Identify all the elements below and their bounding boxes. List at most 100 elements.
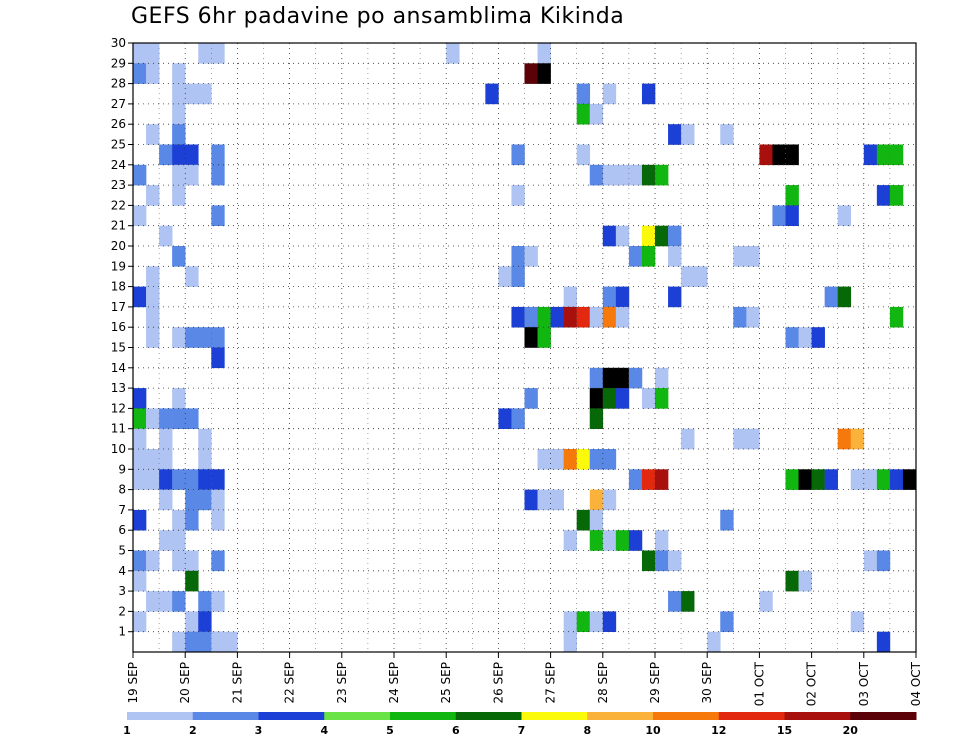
heatmap-cell xyxy=(185,570,199,592)
legend-swatch xyxy=(521,712,588,720)
y-tick-label: 1 xyxy=(118,625,126,639)
x-axis-ticks: 19 SEP 20 SEP 21 SEP 22 SEP 23 SEP 24 SEP 25 S… xyxy=(126,652,923,706)
heatmap-cells xyxy=(133,43,917,653)
y-tick-label: 15 xyxy=(111,341,126,355)
y-tick-label: 11 xyxy=(111,422,126,436)
heatmap-cell xyxy=(681,124,695,145)
legend-swatch xyxy=(653,712,720,720)
y-tick-label: 14 xyxy=(111,361,126,375)
heatmap-cell xyxy=(837,205,852,226)
heatmap-cell xyxy=(628,164,643,186)
heatmap-cell xyxy=(615,164,630,186)
heatmap-cell xyxy=(589,489,604,511)
heatmap-cell xyxy=(589,509,604,531)
heatmap-cell xyxy=(185,408,199,429)
y-tick-label: 6 xyxy=(118,523,126,537)
heatmap-cell xyxy=(772,205,786,226)
heatmap-cell xyxy=(511,185,525,206)
heatmap-cell xyxy=(185,611,199,632)
x-tick-label: 30 SEP xyxy=(700,662,714,704)
heatmap-cell xyxy=(172,631,186,653)
heatmap-cell xyxy=(602,611,617,632)
heatmap-cell xyxy=(641,550,656,572)
heatmap-cell xyxy=(576,103,591,125)
heatmap-cell xyxy=(133,509,147,531)
heatmap-cell xyxy=(159,530,173,551)
heatmap-cell xyxy=(159,144,173,166)
heatmap-cell xyxy=(668,225,682,247)
y-tick-label: 25 xyxy=(111,138,126,152)
heatmap-cell xyxy=(172,103,186,125)
heatmap-cell xyxy=(589,306,604,328)
y-tick-label: 22 xyxy=(111,198,126,212)
heatmap-cell xyxy=(146,327,160,348)
heatmap-cell xyxy=(733,246,747,267)
heatmap-cell xyxy=(655,550,669,572)
heatmap-cell xyxy=(185,550,199,572)
heatmap-cell xyxy=(172,550,186,572)
heatmap-cell xyxy=(798,327,812,348)
heatmap-cell xyxy=(211,489,225,511)
y-tick-label: 17 xyxy=(111,300,126,314)
heatmap-cell xyxy=(902,469,917,490)
heatmap-cell xyxy=(198,591,212,612)
legend-swatch xyxy=(127,712,194,720)
heatmap-cell xyxy=(759,144,773,166)
heatmap-cell xyxy=(563,530,577,551)
heatmap-cell xyxy=(589,367,604,389)
heatmap-cell xyxy=(602,306,617,328)
heatmap-cell xyxy=(211,205,225,226)
y-tick-label: 18 xyxy=(111,280,126,294)
heatmap-cell xyxy=(850,428,865,450)
heatmap-cell xyxy=(641,225,656,247)
y-tick-label: 26 xyxy=(111,117,126,131)
heatmap-cell xyxy=(198,489,212,511)
y-tick-label: 5 xyxy=(118,544,126,558)
heatmap-cell xyxy=(563,611,577,632)
x-tick-label: 29 SEP xyxy=(648,662,662,704)
heatmap-cell xyxy=(172,408,186,429)
heatmap-cell xyxy=(524,388,538,409)
heatmap-cell xyxy=(837,286,852,308)
heatmap-cell xyxy=(485,83,499,105)
heatmap-cell xyxy=(876,469,891,490)
heatmap-cell xyxy=(889,185,904,206)
heatmap-cell xyxy=(198,611,212,632)
heatmap-cell xyxy=(159,489,173,511)
legend-level-label: 8 xyxy=(583,724,591,737)
heatmap-cell xyxy=(655,164,669,186)
heatmap-cell xyxy=(172,124,186,145)
heatmap-cell xyxy=(133,408,147,429)
heatmap-cell xyxy=(537,63,551,84)
heatmap-cell xyxy=(863,469,878,490)
heatmap-cell xyxy=(602,530,617,551)
heatmap-cell xyxy=(563,631,577,653)
heatmap-cell xyxy=(641,246,656,267)
heatmap-cell xyxy=(146,124,160,145)
heatmap-cell xyxy=(563,286,577,308)
heatmap-cell xyxy=(628,246,643,267)
heatmap-cell xyxy=(707,631,721,653)
heatmap-cell xyxy=(172,591,186,612)
heatmap-cell xyxy=(850,469,865,490)
heatmap-cell xyxy=(159,591,173,612)
heatmap-cell xyxy=(746,428,760,450)
y-tick-label: 16 xyxy=(111,320,126,334)
heatmap-cell xyxy=(133,205,147,226)
heatmap-cell xyxy=(759,591,773,612)
heatmap-cell xyxy=(172,246,186,267)
heatmap-cell xyxy=(615,530,630,551)
heatmap-cell xyxy=(172,185,186,206)
heatmap-cell xyxy=(602,164,617,186)
heatmap-cell xyxy=(615,367,630,389)
legend-swatch xyxy=(324,712,391,720)
heatmap-cell xyxy=(185,327,199,348)
heatmap-cell xyxy=(876,185,891,206)
legend-level-label: 5 xyxy=(386,724,394,737)
heatmap-cell xyxy=(589,449,604,470)
heatmap-cell xyxy=(133,43,147,64)
y-tick-label: 20 xyxy=(111,239,126,253)
heatmap-cell xyxy=(146,306,160,328)
heatmap-cell xyxy=(628,530,643,551)
